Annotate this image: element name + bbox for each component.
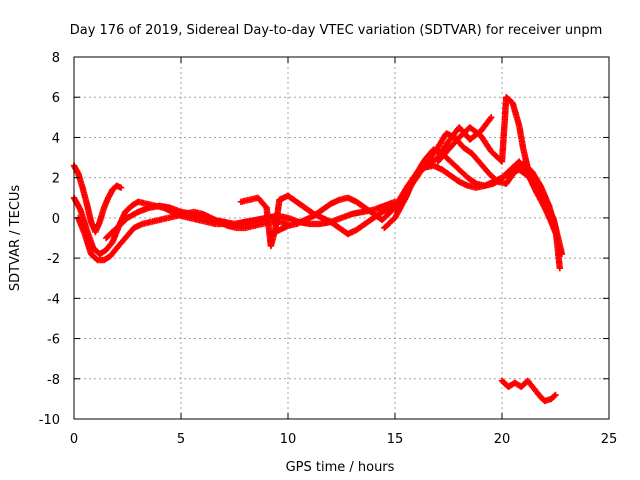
y-tick-label: 4 xyxy=(52,131,60,146)
y-tick-labels: 8 6 4 2 0 -2 -4 -6 -8 -10 xyxy=(39,51,60,428)
y-tick-label: 0 xyxy=(52,212,60,227)
data-point xyxy=(551,392,558,400)
series-trace-j xyxy=(434,94,531,171)
x-axis-title: GPS time / hours xyxy=(286,460,395,475)
x-tick-label: 20 xyxy=(494,432,511,447)
data-point xyxy=(556,265,563,272)
data-point xyxy=(488,114,495,121)
y-tick-label: -4 xyxy=(47,292,60,307)
data-point xyxy=(487,115,494,122)
data-points xyxy=(70,94,566,405)
x-tick-label: 0 xyxy=(70,432,78,447)
y-tick-label: -2 xyxy=(47,252,60,267)
plot-frame xyxy=(73,56,610,420)
data-point xyxy=(524,164,531,171)
y-tick-label: -6 xyxy=(47,333,60,348)
x-tick-label: 10 xyxy=(280,432,297,447)
x-tick-label: 15 xyxy=(387,432,404,447)
x-tick-label: 25 xyxy=(601,432,618,447)
axis-ticks xyxy=(73,56,610,420)
y-tick-label: -8 xyxy=(47,373,60,388)
y-tick-label: 8 xyxy=(52,51,60,66)
y-axis-title: SDTVAR / TECUs xyxy=(8,185,23,292)
data-point xyxy=(117,184,125,191)
x-tick-labels: 0 5 10 15 20 25 xyxy=(70,432,617,447)
y-tick-label: 6 xyxy=(52,91,60,106)
y-tick-label: -10 xyxy=(39,413,60,428)
y-tick-label: 2 xyxy=(52,172,60,187)
chart-title: Day 176 of 2019, Sidereal Day-to-day VTE… xyxy=(70,23,603,38)
series-trace-a xyxy=(70,162,125,236)
x-tick-label: 5 xyxy=(177,432,185,447)
series-trace-k xyxy=(498,377,559,405)
data-point xyxy=(552,391,559,399)
grid xyxy=(74,57,609,419)
series-trace-h xyxy=(391,130,563,272)
